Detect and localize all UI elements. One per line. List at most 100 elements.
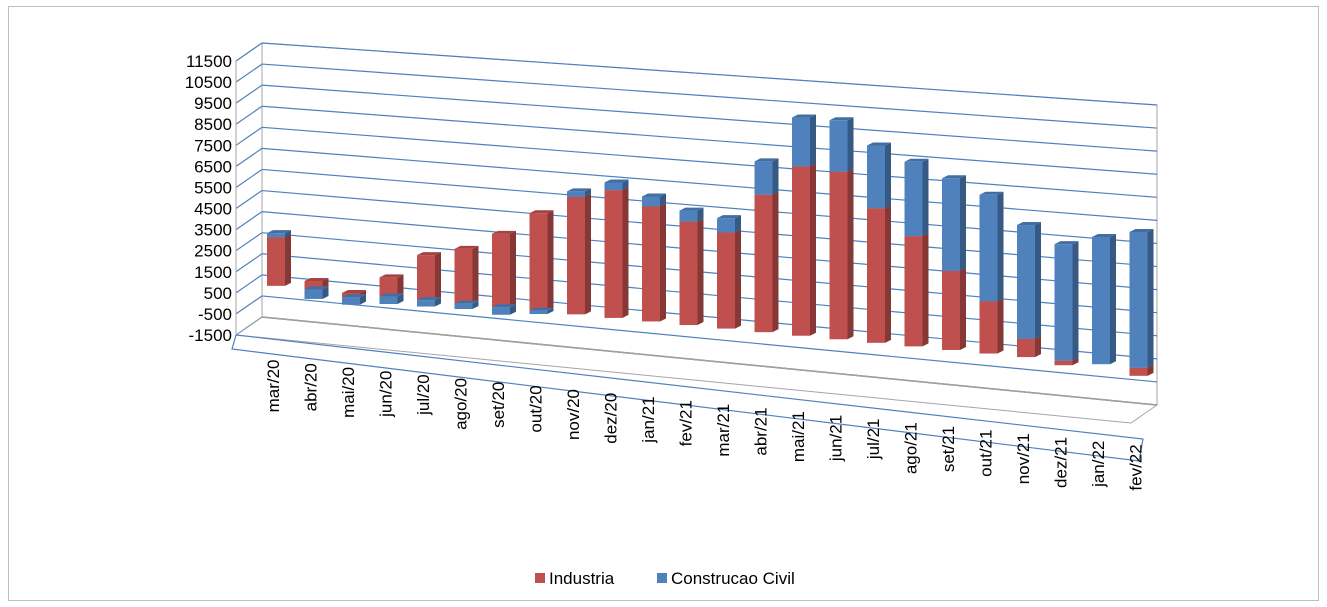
bar-industria-side xyxy=(660,203,666,322)
bar-construcao-civil-front xyxy=(304,289,323,299)
bar-construcao-civil-front xyxy=(942,178,960,271)
bar-industria xyxy=(942,267,966,350)
x-tick-label: fev/22 xyxy=(1127,444,1146,490)
bar-construcao-civil-top xyxy=(829,117,854,121)
bar-industria-front xyxy=(679,221,698,326)
gridline-side xyxy=(235,274,263,294)
bar-industria-front xyxy=(1054,360,1073,366)
bar-construcao-civil-side xyxy=(285,230,291,238)
bar-construcao-civil-side xyxy=(585,188,591,197)
bar-industria xyxy=(267,234,291,286)
bar-construcao-civil-front xyxy=(867,145,885,209)
bar-industria-side xyxy=(1147,364,1154,376)
bar-industria-side xyxy=(547,210,554,311)
gridline-side xyxy=(235,42,263,62)
bar-construcao-civil xyxy=(754,158,779,195)
legend: Industria Construcao Civil xyxy=(535,569,795,588)
bar-construcao-civil-side xyxy=(397,293,404,305)
gridline-side xyxy=(235,63,263,83)
y-tick-label: 2500 xyxy=(194,242,232,261)
bar-construcao-civil xyxy=(792,114,816,167)
bar-construcao-civil-top xyxy=(792,114,816,118)
bar-construcao-civil xyxy=(492,304,516,315)
bar-industria xyxy=(454,245,479,304)
bar-industria-side xyxy=(1035,335,1041,358)
bar-industria-side xyxy=(922,233,929,347)
bar-construcao-civil xyxy=(942,175,966,271)
y-tick-label: 3500 xyxy=(194,221,232,240)
bar-construcao-civil-top xyxy=(1092,233,1116,237)
bar-construcao-civil-side xyxy=(547,307,554,315)
x-tick-label: jun/21 xyxy=(827,415,846,462)
x-tick-label: out/21 xyxy=(977,430,996,477)
gridline-side xyxy=(235,211,263,231)
bar-industria xyxy=(792,163,816,336)
y-tick-label: 8500 xyxy=(194,115,232,134)
bar-construcao-civil-side xyxy=(922,158,929,237)
bar-industria-side xyxy=(847,168,854,340)
bar-industria xyxy=(379,274,404,297)
bar-construcao-civil-top xyxy=(417,297,441,301)
bar-industria-front xyxy=(942,270,960,350)
bar-industria xyxy=(829,168,854,340)
bar-construcao-civil xyxy=(604,179,629,191)
bar-construcao-civil-top xyxy=(942,175,966,179)
x-tick-label: abr/20 xyxy=(302,363,321,411)
legend-swatch-industria xyxy=(535,573,545,583)
bar-industria-side xyxy=(285,234,291,286)
x-tick-label: jul/21 xyxy=(864,418,883,460)
bar-construcao-civil-front xyxy=(1017,225,1035,339)
bar-construcao-civil-top xyxy=(454,300,479,304)
y-tick-label: 4500 xyxy=(194,200,232,219)
bar-construcao-civil-top xyxy=(304,286,329,290)
bar-industria-side xyxy=(622,187,629,318)
bar-construcao-civil-front xyxy=(642,196,660,207)
bar-construcao-civil xyxy=(1129,228,1154,368)
bar-industria-top xyxy=(492,230,516,234)
bar-construcao-civil-top xyxy=(267,230,291,234)
x-tick-label: dez/21 xyxy=(1052,437,1071,488)
bar-industria xyxy=(529,210,554,311)
x-tick-label: set/20 xyxy=(489,382,508,428)
bar-industria-top xyxy=(454,245,479,249)
bar-construcao-civil-side xyxy=(1147,228,1154,368)
y-tick-label: 6500 xyxy=(194,157,232,176)
bar-industria-front xyxy=(492,233,510,308)
x-tick-label: ago/21 xyxy=(902,422,921,474)
bar-industria-side xyxy=(772,191,779,333)
x-tick-label: fev/21 xyxy=(677,400,696,446)
bar-construcao-civil-top xyxy=(567,188,591,192)
bar-construcao-civil-front xyxy=(829,120,848,172)
gridline xyxy=(261,168,1158,245)
bar-industria xyxy=(979,298,1004,354)
gridline xyxy=(261,147,1158,221)
bar-industria-front xyxy=(379,277,398,297)
x-tick-label: nov/20 xyxy=(564,389,583,440)
bar-construcao-civil-top xyxy=(904,158,929,162)
bar-construcao-civil xyxy=(642,193,666,207)
bar-construcao-civil-front xyxy=(529,310,548,315)
y-tick-label: -1500 xyxy=(189,326,232,345)
bar-construcao-civil-side xyxy=(622,179,629,191)
gridline xyxy=(261,105,1158,175)
bar-industria-front xyxy=(304,280,323,290)
x-tick-label: jun/20 xyxy=(377,371,396,418)
floor-plane xyxy=(234,316,1159,424)
bar-construcao-civil-side xyxy=(697,207,704,222)
bar-industria-front xyxy=(454,248,473,304)
bar-construcao-civil-front xyxy=(904,161,923,237)
x-tick-label: jan/22 xyxy=(1089,441,1108,488)
x-tick-label: mai/21 xyxy=(789,411,808,462)
bar-industria xyxy=(717,229,741,329)
bar-industria-front xyxy=(567,196,585,315)
bar-industria xyxy=(754,191,779,333)
bar-construcao-civil-front xyxy=(754,161,773,195)
x-tick-label: jan/21 xyxy=(639,396,658,443)
bar-industria-top xyxy=(529,210,554,214)
gridline-side xyxy=(235,84,263,104)
bar-construcao-civil-top xyxy=(979,191,1004,195)
bar-construcao-civil-top xyxy=(717,215,741,219)
y-tick-label: 7500 xyxy=(194,136,232,155)
bar-construcao-civil xyxy=(567,188,591,197)
bar-industria-side xyxy=(1072,357,1079,366)
